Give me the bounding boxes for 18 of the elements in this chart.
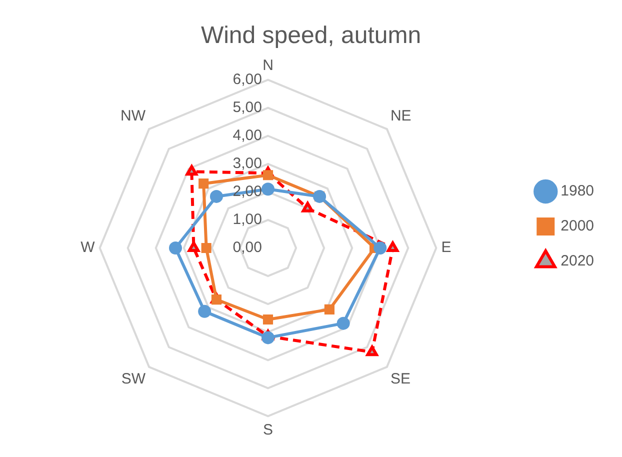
spoke-label: SE <box>390 370 410 388</box>
legend-label: 1980 <box>560 182 594 200</box>
legend-label: 2000 <box>560 218 594 235</box>
y-tick-label: 3,00 <box>232 155 262 172</box>
chart-title: Wind speed, autumn <box>200 22 422 50</box>
spoke-label: W <box>80 239 96 256</box>
spoke-label: NW <box>120 108 146 125</box>
y-tick-label: 1,00 <box>232 211 262 228</box>
y-tick-label: 4,00 <box>232 127 262 144</box>
spoke-label: NE <box>390 108 412 125</box>
y-tick-label: 0,00 <box>232 239 262 256</box>
y-tick-label: 6,00 <box>232 70 262 88</box>
legend-label: 2020 <box>560 252 594 270</box>
spoke-label: N <box>262 56 274 74</box>
spoke-label: E <box>441 239 452 256</box>
y-tick-label: 5,00 <box>232 98 262 116</box>
spoke-label: SW <box>121 370 146 388</box>
spoke-label: S <box>262 421 274 438</box>
